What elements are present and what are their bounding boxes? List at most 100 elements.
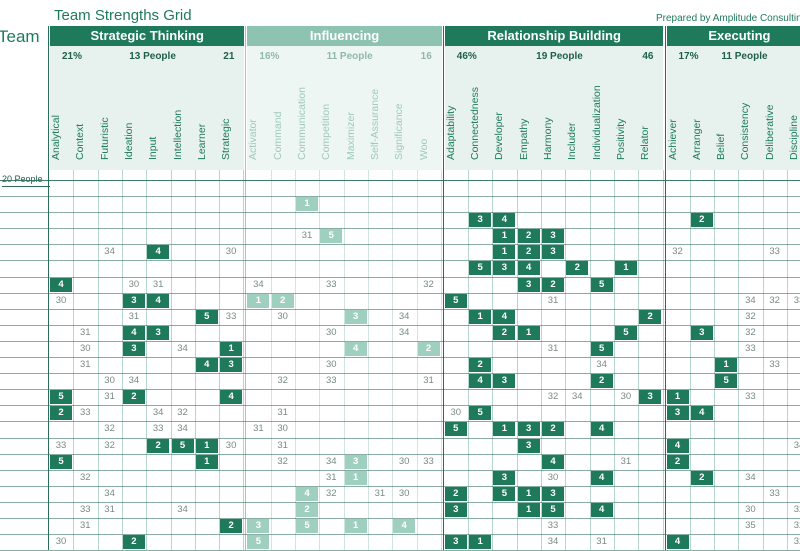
row-gridline (0, 212, 800, 213)
strength-rank-cell: 30 (393, 487, 415, 501)
strength-rank-cell: 33 (418, 455, 440, 469)
strength-rank-cell: 30 (220, 439, 242, 453)
top-strength-cell: 4 (542, 455, 564, 469)
column-label-text: Competition (320, 104, 332, 160)
top-strength-cell: 5 (50, 455, 72, 469)
group-title-influencing: Influencing (247, 26, 441, 46)
top-strength-cell: 4 (196, 358, 218, 372)
column-label-text: Consistency (739, 103, 751, 160)
top-strength-cell: 4 (591, 503, 613, 517)
strength-rank-cell: 31 (147, 278, 169, 292)
group-count: 46 (642, 46, 653, 68)
strength-rank-cell: 31 (74, 358, 96, 372)
top-strength-cell: 4 (667, 535, 689, 549)
column-label: Communication (296, 94, 320, 166)
top-strength-cell: 3 (639, 390, 661, 404)
column-label-text: Harmony (542, 117, 554, 160)
top-strength-cell: 4 (691, 406, 713, 420)
top-strength-cell: 3 (345, 455, 367, 469)
strength-rank-cell: 32 (764, 294, 786, 308)
column-label-text: Input (147, 137, 159, 160)
strength-rank-cell: 30 (393, 455, 415, 469)
top-strength-cell: 1 (518, 487, 540, 501)
column-label-text: Analytical (50, 115, 62, 160)
top-strength-cell: 3 (493, 471, 515, 485)
strength-rank-cell: 34 (788, 439, 800, 453)
top-strength-cell: 4 (493, 213, 515, 227)
strength-rank-cell: 32 (788, 519, 800, 533)
top-strength-cell: 2 (691, 471, 713, 485)
strength-rank-cell: 30 (272, 422, 294, 436)
group-title-executing: Executing (667, 26, 800, 46)
column-label: Connectedness (469, 94, 493, 166)
top-strength-cell: 2 (542, 278, 564, 292)
column-label-text: Command (272, 112, 284, 160)
top-strength-cell: 5 (445, 294, 467, 308)
strength-rank-cell: 33 (320, 374, 342, 388)
strength-rank-cell: 30 (542, 471, 564, 485)
group-separator (48, 26, 49, 550)
column-label-text: Developer (493, 112, 505, 160)
group-percent: 17% (679, 46, 699, 68)
top-strength-cell: 3 (542, 245, 564, 259)
top-strength-cell: 1 (220, 342, 242, 356)
top-strength-cell: 2 (272, 294, 294, 308)
column-label: Input (147, 94, 171, 166)
top-strength-cell: 2 (418, 342, 440, 356)
column-label: Woo (418, 94, 442, 166)
strength-rank-cell: 34 (247, 278, 269, 292)
top-strength-cell: 1 (667, 390, 689, 404)
team-label: Team (0, 27, 40, 47)
top-strength-cell: 3 (493, 374, 515, 388)
top-strength-cell: 2 (591, 374, 613, 388)
strength-rank-cell: 33 (764, 358, 786, 372)
column-label-text: Significance (393, 103, 405, 160)
strength-rank-cell: 34 (591, 358, 613, 372)
strength-rank-cell: 34 (147, 406, 169, 420)
group-title-relationship: Relationship Building (445, 26, 664, 46)
column-label-text: Intellection (172, 110, 184, 160)
top-strength-cell: 1 (493, 245, 515, 259)
strength-rank-cell: 34 (123, 374, 145, 388)
top-strength-cell: 4 (50, 278, 72, 292)
strength-rank-cell: 34 (739, 471, 761, 485)
top-strength-cell: 1 (247, 294, 269, 308)
top-strength-cell: 4 (393, 519, 415, 533)
strength-rank-cell: 30 (739, 503, 761, 517)
strength-rank-cell: 33 (320, 278, 342, 292)
row-gridline (0, 228, 800, 229)
top-strength-cell: 1 (493, 422, 515, 436)
column-label: Deliberative (764, 94, 788, 166)
strength-rank-cell: 33 (220, 310, 242, 324)
column-label-text: Relator (639, 126, 651, 160)
strength-rank-cell: 32 (542, 390, 564, 404)
top-strength-cell: 5 (50, 390, 72, 404)
top-strength-cell: 2 (147, 439, 169, 453)
strength-rank-cell: 30 (320, 326, 342, 340)
strength-rank-cell: 34 (739, 294, 761, 308)
top-strength-cell: 2 (566, 261, 588, 275)
column-label: Maximizer (345, 94, 369, 166)
strength-rank-cell: 31 (418, 374, 440, 388)
column-label-text: Belief (715, 134, 727, 160)
strength-rank-cell: 32 (667, 245, 689, 259)
column-label-text: Ideation (123, 123, 135, 160)
top-strength-cell: 4 (667, 439, 689, 453)
strength-rank-cell: 31 (320, 471, 342, 485)
top-strength-cell: 4 (296, 487, 318, 501)
strength-rank-cell: 33 (739, 390, 761, 404)
top-strength-cell: 2 (518, 229, 540, 243)
top-strength-cell: 4 (493, 310, 515, 324)
top-strength-cell: 3 (691, 326, 713, 340)
column-label-text: Maximizer (345, 112, 357, 160)
column-label-text: Arranger (691, 119, 703, 160)
strength-rank-cell: 33 (739, 342, 761, 356)
column-label-text: Futuristic (99, 117, 111, 160)
column-gridline (146, 170, 147, 550)
top-strength-cell: 2 (123, 390, 145, 404)
column-label-text: Positivity (615, 119, 627, 160)
top-strength-cell: 5 (247, 535, 269, 549)
top-strength-cell: 1 (196, 455, 218, 469)
column-label-text: Learner (196, 124, 208, 160)
